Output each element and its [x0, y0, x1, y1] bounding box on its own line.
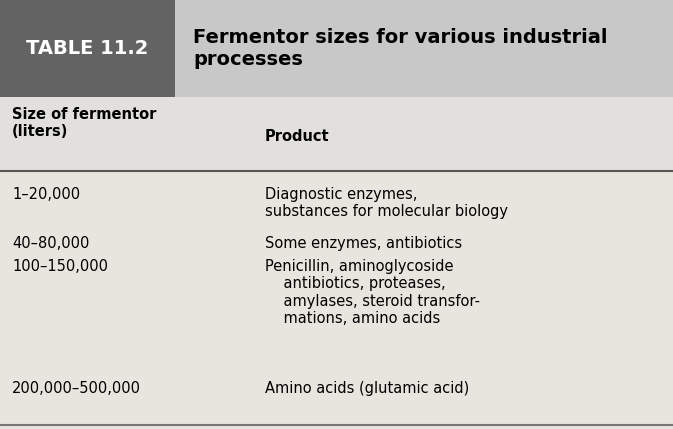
FancyBboxPatch shape [0, 0, 175, 97]
Text: Penicillin, aminoglycoside
    antibiotics, proteases,
    amylases, steroid tra: Penicillin, aminoglycoside antibiotics, … [265, 259, 480, 326]
Text: Product: Product [265, 129, 330, 144]
Text: Diagnostic enzymes,
substances for molecular biology: Diagnostic enzymes, substances for molec… [265, 187, 508, 219]
Text: Fermentor sizes for various industrial
processes: Fermentor sizes for various industrial p… [193, 28, 608, 69]
Text: Size of fermentor
(liters): Size of fermentor (liters) [12, 107, 156, 139]
Text: Amino acids (glutamic acid): Amino acids (glutamic acid) [265, 381, 469, 396]
FancyBboxPatch shape [0, 97, 673, 171]
Text: 1–20,000: 1–20,000 [12, 187, 80, 202]
FancyBboxPatch shape [175, 0, 673, 97]
Text: TABLE 11.2: TABLE 11.2 [26, 39, 149, 58]
Text: 200,000–500,000: 200,000–500,000 [12, 381, 141, 396]
Text: Some enzymes, antibiotics: Some enzymes, antibiotics [265, 236, 462, 251]
Text: 100–150,000: 100–150,000 [12, 259, 108, 274]
Text: 40–80,000: 40–80,000 [12, 236, 90, 251]
